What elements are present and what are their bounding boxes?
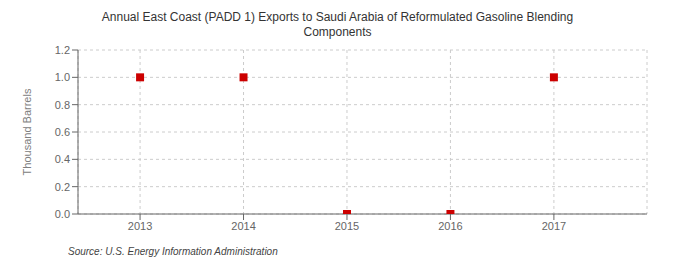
- svg-text:2013: 2013: [128, 220, 152, 232]
- svg-text:0.4: 0.4: [55, 153, 70, 165]
- svg-text:2016: 2016: [438, 220, 462, 232]
- svg-text:0.6: 0.6: [55, 126, 70, 138]
- svg-text:2015: 2015: [335, 220, 359, 232]
- svg-text:0.2: 0.2: [55, 181, 70, 193]
- html-text:Annual East Coast (PADD 1) Exp: Annual East Coast (PADD 1) Exports to Sa…: [101, 10, 574, 24]
- svg-text:Thousand Barrels: Thousand Barrels: [21, 88, 33, 175]
- html-text:Source: U.S. Energy Informatio: Source: U.S. Energy Information Administ…: [68, 246, 278, 257]
- svg-text:0.0: 0.0: [55, 208, 70, 220]
- svg-text:0.8: 0.8: [55, 99, 70, 111]
- svg-text:1.2: 1.2: [55, 44, 70, 56]
- html-text:Components: Components: [303, 25, 372, 39]
- svg-text:1.0: 1.0: [55, 71, 70, 83]
- svg-text:2014: 2014: [231, 220, 255, 232]
- svg-text:2017: 2017: [542, 220, 566, 232]
